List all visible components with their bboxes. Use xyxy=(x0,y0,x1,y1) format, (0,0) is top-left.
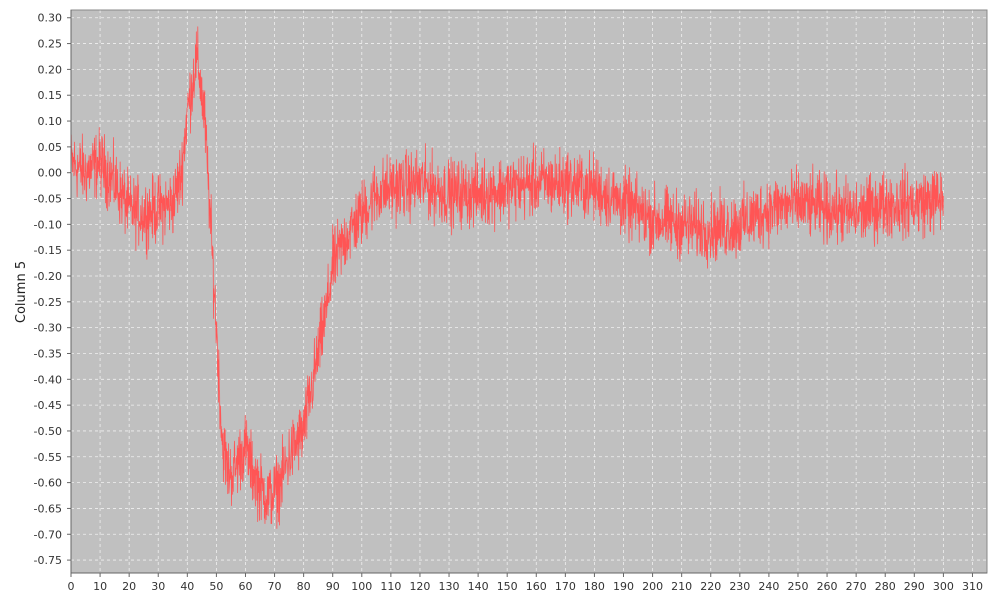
x-tick-label: 30 xyxy=(151,580,165,593)
y-tick-label: 0.00 xyxy=(38,167,63,180)
y-tick-label: -0.05 xyxy=(34,193,62,206)
y-tick-label: 0.25 xyxy=(38,38,63,51)
x-tick-label: 280 xyxy=(875,580,896,593)
x-tick-label: 170 xyxy=(555,580,576,593)
x-tick-label: 0 xyxy=(68,580,75,593)
x-tick-label: 160 xyxy=(526,580,547,593)
y-tick-label: -0.45 xyxy=(34,399,62,412)
x-tick-label: 120 xyxy=(409,580,430,593)
x-tick-label: 300 xyxy=(933,580,954,593)
x-tick-label: 290 xyxy=(904,580,925,593)
y-tick-label: 0.05 xyxy=(38,141,63,154)
y-tick-label: -0.65 xyxy=(34,502,62,515)
x-tick-label: 100 xyxy=(351,580,372,593)
y-tick-label: -0.30 xyxy=(34,322,62,335)
y-tick-label: -0.40 xyxy=(34,373,62,386)
x-tick-label: 10 xyxy=(93,580,107,593)
y-tick-label: -0.25 xyxy=(34,296,62,309)
x-tick-label: 110 xyxy=(380,580,401,593)
y-tick-label: -0.15 xyxy=(34,244,62,257)
y-tick-label: -0.20 xyxy=(34,270,62,283)
x-tick-label: 190 xyxy=(613,580,634,593)
x-tick-label: 20 xyxy=(122,580,136,593)
x-tick-label: 250 xyxy=(787,580,808,593)
x-tick-label: 220 xyxy=(700,580,721,593)
x-tick-label: 130 xyxy=(439,580,460,593)
plot-area xyxy=(71,10,987,573)
y-tick-label: 0.30 xyxy=(38,12,63,25)
x-tick-label: 230 xyxy=(729,580,750,593)
series-layer xyxy=(70,26,944,529)
x-tick-label: 310 xyxy=(962,580,983,593)
y-tick-label: -0.60 xyxy=(34,477,62,490)
x-tick-label: 40 xyxy=(180,580,194,593)
y-tick-label: -0.55 xyxy=(34,451,62,464)
x-tick-label: 140 xyxy=(468,580,489,593)
x-tick-label: 200 xyxy=(642,580,663,593)
x-tick-label: 240 xyxy=(758,580,779,593)
y-tick-label: -0.70 xyxy=(34,528,62,541)
x-tick-label: 80 xyxy=(297,580,311,593)
x-tick-label: 260 xyxy=(817,580,838,593)
x-axis: 0 10 20 30 40 50 60 70 80 90 100 110 120 130 140 150 160… xyxy=(68,572,987,593)
y-axis: 0.30 0.25 0.20 0.15 0.10 0.05 0.00 -0.05 -0.10 -0… xyxy=(34,10,72,573)
x-tick-label: 270 xyxy=(846,580,867,593)
y-axis-label: Column 5 xyxy=(14,261,29,323)
x-tick-label: 50 xyxy=(209,580,223,593)
x-tick-label: 180 xyxy=(584,580,605,593)
y-tick-label: 0.10 xyxy=(38,115,63,128)
y-tick-label: 0.15 xyxy=(38,89,63,102)
y-tick-label: -0.75 xyxy=(34,554,62,567)
x-tick-label: 210 xyxy=(671,580,692,593)
y-tick-label: -0.50 xyxy=(34,425,62,438)
y-tick-label: -0.35 xyxy=(34,347,62,360)
y-tick-label: -0.10 xyxy=(34,218,62,231)
x-tick-label: 70 xyxy=(268,580,282,593)
y-tick-label: 0.20 xyxy=(38,63,63,76)
x-tick-label: 90 xyxy=(326,580,340,593)
x-tick-label: 60 xyxy=(238,580,252,593)
x-tick-label: 150 xyxy=(497,580,518,593)
series-line-0 xyxy=(70,26,944,529)
